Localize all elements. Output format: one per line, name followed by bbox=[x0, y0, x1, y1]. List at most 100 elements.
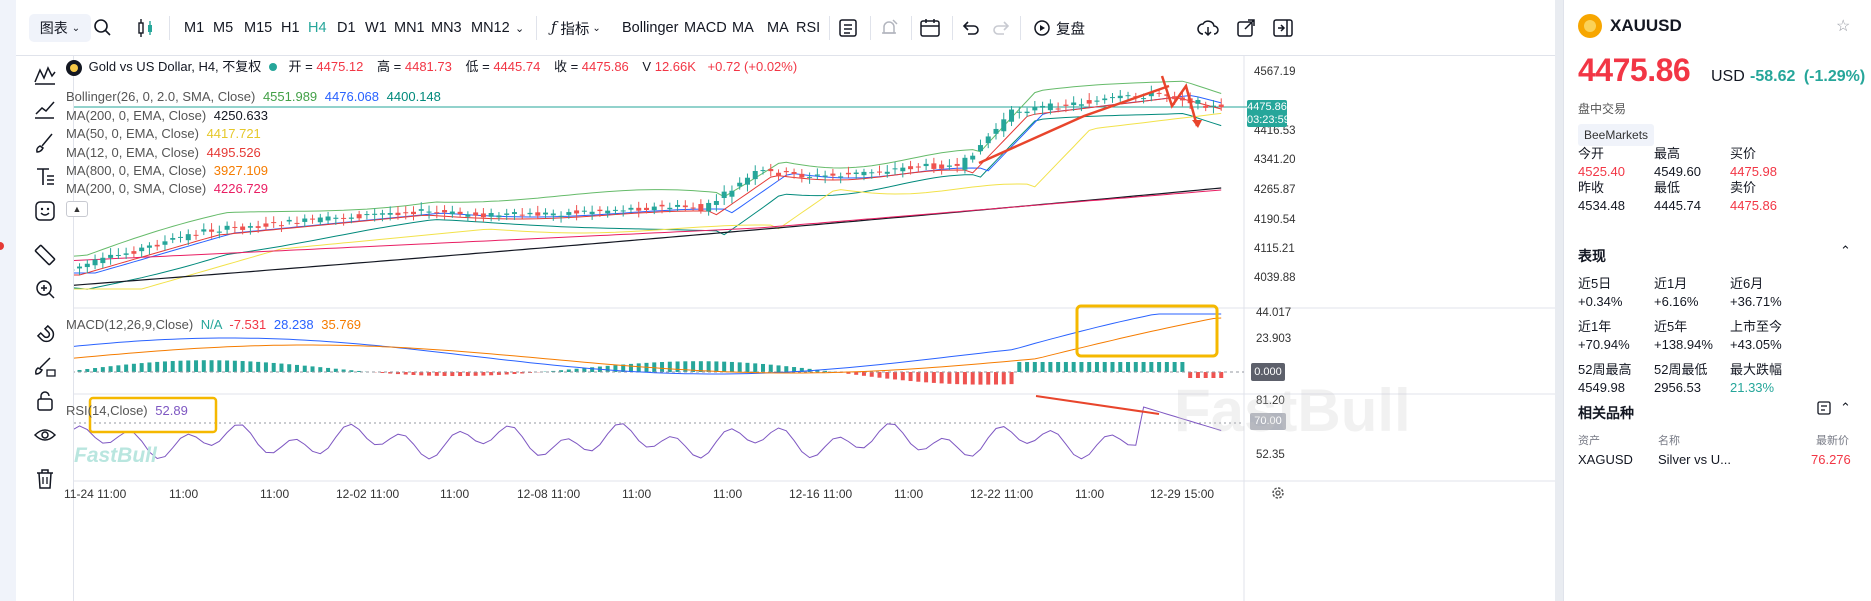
redo-icon[interactable] bbox=[989, 16, 1013, 40]
price-chart-svg[interactable] bbox=[74, 56, 1555, 601]
draw-lock-icon[interactable] bbox=[30, 352, 60, 382]
star-icon[interactable]: ☆ bbox=[1836, 18, 1851, 35]
text-tool-icon[interactable] bbox=[30, 162, 60, 192]
undo-icon[interactable] bbox=[959, 16, 983, 40]
candle-body bbox=[954, 163, 960, 166]
indicator-bollinger[interactable]: Bollinger bbox=[622, 20, 679, 36]
tf-h4[interactable]: H4 bbox=[308, 20, 327, 36]
related-list-icon[interactable] bbox=[1816, 400, 1832, 416]
stat-value: +6.16% bbox=[1654, 294, 1699, 309]
tf-mn12[interactable]: MN12 bbox=[471, 20, 510, 36]
legend-collapse-button[interactable]: ▲ bbox=[66, 201, 88, 217]
macd-histogram-bar bbox=[124, 364, 129, 372]
gold-coin-icon bbox=[1578, 14, 1602, 38]
cloud-save-icon[interactable] bbox=[1196, 16, 1220, 40]
bollinger-lower-line bbox=[74, 112, 1222, 290]
candle-body bbox=[993, 128, 999, 134]
chart-area[interactable]: Gold vs US Dollar, H4, 不复权 开 = 4475.12 高… bbox=[64, 56, 1555, 601]
trash-icon[interactable] bbox=[30, 464, 60, 494]
tf-mn3[interactable]: MN3 bbox=[431, 20, 462, 36]
bollinger-name: Bollinger(26, 0, 2.0, SMA, Close) bbox=[66, 89, 256, 104]
macd-histogram-bar bbox=[869, 372, 874, 377]
performance-collapse-chevron-icon[interactable]: ⌃ bbox=[1840, 243, 1851, 258]
macd-histogram-bar bbox=[333, 368, 338, 372]
magnet-icon[interactable] bbox=[30, 318, 60, 348]
macd-histogram-bar bbox=[1009, 372, 1014, 385]
panel-currency: USD bbox=[1711, 68, 1745, 85]
bollinger-lower: 4400.148 bbox=[386, 89, 441, 104]
price-tick: 4341.20 bbox=[1254, 154, 1296, 166]
line-tool-icon[interactable] bbox=[30, 94, 60, 124]
symbol-legend: Gold vs US Dollar, H4, 不复权 开 = 4475.12 高… bbox=[66, 56, 797, 76]
indicator-macd[interactable]: MACD bbox=[684, 20, 727, 36]
chevron-up-icon: ▲ bbox=[72, 204, 82, 214]
tf-m15[interactable]: M15 bbox=[244, 20, 273, 36]
search-icon[interactable] bbox=[91, 16, 115, 40]
macd-histogram-bar bbox=[1118, 362, 1123, 372]
macd-histogram-bar bbox=[194, 360, 199, 372]
macd-histogram-bar bbox=[349, 370, 354, 372]
replay-button[interactable]: 复盘 bbox=[1032, 14, 1085, 42]
timeframe-more-chevron-icon[interactable]: ⌄ bbox=[515, 22, 525, 35]
stat-label: 近1年 bbox=[1578, 319, 1612, 334]
indicator-ma-2[interactable]: MA bbox=[767, 20, 789, 36]
alert-icon[interactable] bbox=[877, 16, 901, 40]
pattern-tool-icon[interactable] bbox=[30, 60, 60, 90]
collapse-panel-icon[interactable] bbox=[1271, 16, 1295, 40]
macd-histogram-bar bbox=[900, 372, 905, 381]
eye-icon[interactable] bbox=[30, 420, 60, 450]
tf-m1[interactable]: M1 bbox=[184, 20, 205, 36]
tf-m5[interactable]: M5 bbox=[213, 20, 234, 36]
stat-label: 今开 bbox=[1578, 146, 1605, 161]
calendar-icon[interactable] bbox=[918, 16, 942, 40]
symbol-logo-icon bbox=[66, 59, 82, 76]
time-label: 11:00 bbox=[440, 487, 470, 501]
candle-body bbox=[434, 212, 440, 214]
stat-value: +0.34% bbox=[1578, 294, 1623, 309]
emoji-icon[interactable] bbox=[30, 196, 60, 226]
related-collapse-chevron-icon[interactable]: ⌃ bbox=[1840, 400, 1851, 415]
zoom-in-icon[interactable] bbox=[30, 274, 60, 304]
ma-value: 4417.721 bbox=[206, 126, 261, 141]
candle-body bbox=[1032, 107, 1038, 111]
ruler-icon[interactable] bbox=[30, 240, 60, 270]
candle-body bbox=[527, 212, 533, 215]
stat-value: 21.33% bbox=[1730, 380, 1775, 395]
candle-body bbox=[271, 222, 277, 224]
ma-legend-0: MA(200, 0, EMA, Close) 4250.633 bbox=[66, 108, 268, 123]
candle-body bbox=[744, 177, 750, 185]
candle-body bbox=[908, 166, 914, 170]
indicator-rsi[interactable]: RSI bbox=[796, 20, 821, 36]
tf-h1[interactable]: H1 bbox=[281, 20, 300, 36]
time-label: 12-22 11:00 bbox=[970, 487, 1034, 501]
time-label: 11:00 bbox=[1075, 487, 1105, 501]
indicators-button[interactable]: ƒ 指标 ⌄ bbox=[551, 14, 601, 42]
tf-w1[interactable]: W1 bbox=[365, 20, 387, 36]
chart-menu-button[interactable]: 图表 ⌄ bbox=[29, 14, 91, 42]
macd-histogram-bar bbox=[962, 372, 967, 385]
bollinger-upper: 4551.989 bbox=[262, 89, 318, 104]
candle-body bbox=[1094, 100, 1100, 102]
chart-settings-gear-icon[interactable] bbox=[1270, 485, 1286, 501]
stat-label: 近5日 bbox=[1578, 276, 1612, 291]
brush-icon[interactable] bbox=[30, 128, 60, 158]
tf-d1[interactable]: D1 bbox=[337, 20, 356, 36]
candle-body bbox=[411, 211, 416, 215]
lock-icon[interactable] bbox=[30, 386, 60, 416]
stat-cell: 近6月 +36.71% bbox=[1730, 273, 1820, 309]
share-icon[interactable] bbox=[1234, 16, 1258, 40]
stat-label: 52周最高 bbox=[1578, 362, 1632, 377]
macd-histogram-bar bbox=[737, 362, 742, 372]
stat-cell: 52周最高 4549.98 bbox=[1578, 359, 1668, 395]
broker-badge[interactable]: BeeMarkets bbox=[1578, 124, 1655, 146]
related-row[interactable]: XAGUSD Silver vs U... 76.276 bbox=[1564, 450, 1871, 470]
macd-histogram-bar bbox=[1056, 362, 1061, 372]
tf-mn1[interactable]: MN1 bbox=[394, 20, 425, 36]
candle-body bbox=[395, 212, 401, 216]
macd-histogram-bar bbox=[784, 366, 789, 372]
template-icon[interactable] bbox=[836, 16, 860, 40]
indicator-ma-1[interactable]: MA bbox=[732, 20, 754, 36]
candle-type-icon[interactable] bbox=[134, 16, 158, 40]
stat-cell: 近5日 +0.34% bbox=[1578, 273, 1668, 309]
macd-zero-label: 0.000 bbox=[1251, 363, 1285, 381]
